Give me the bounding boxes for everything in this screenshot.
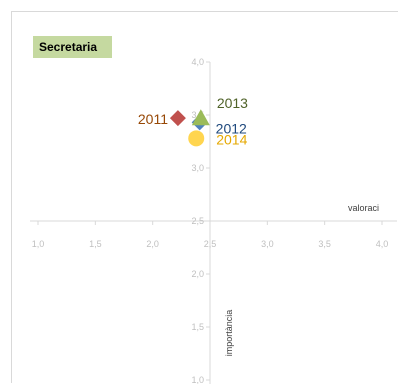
x-tick-label: 1,0 [32,239,45,249]
x-tick-label: 2,5 [204,239,217,249]
chart-title: Secretaria [33,36,112,58]
x-tick-label: 2,0 [146,239,159,249]
data-label-2013: 2013 [217,95,248,111]
x-tick-label: 1,5 [89,239,102,249]
y-tick-label: 1,0 [191,375,204,384]
y-axis-title: importància [224,310,234,357]
point-2013 [191,109,210,126]
data-label-2014: 2014 [216,131,247,147]
y-tick-label: 3,0 [191,163,204,173]
x-tick-label: 4,0 [376,239,389,249]
x-tick-label: 3,5 [318,239,331,249]
y-tick-label: 1,5 [191,322,204,332]
point-2011 [169,110,186,127]
point-2014 [188,130,205,147]
y-tick-label: 4,0 [191,57,204,67]
x-axis-title: valoraci [348,203,379,213]
data-label-2012: 2012 [216,120,247,136]
x-tick-label: 3,0 [261,239,274,249]
data-label-2011: 2011 [138,111,168,127]
y-tick-label: 2,0 [191,269,204,279]
y-tick-label: 2,5 [191,216,204,226]
chart-area [11,11,398,383]
